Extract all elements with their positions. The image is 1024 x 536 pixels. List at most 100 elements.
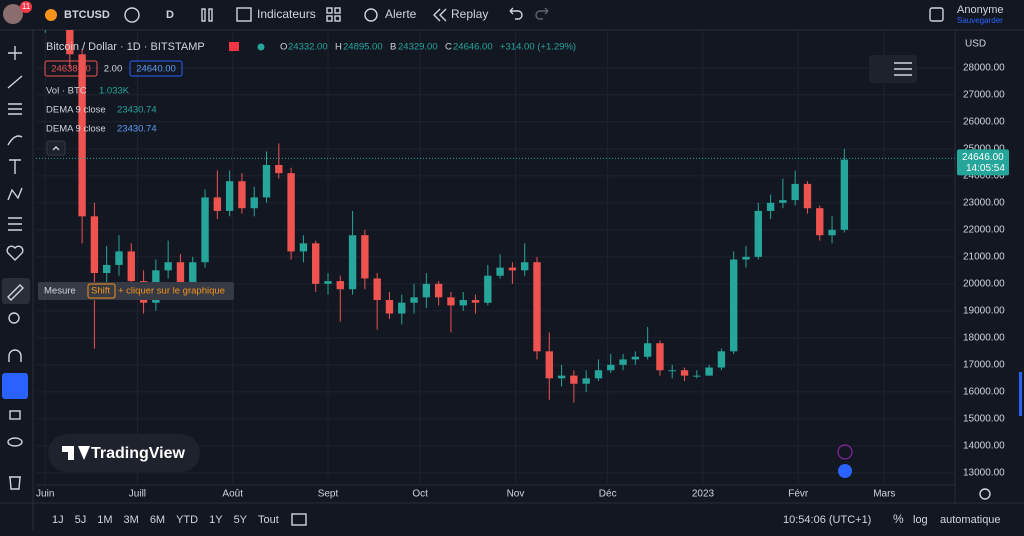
y-tick-label: 16000.00 bbox=[963, 386, 1005, 397]
range-button[interactable]: 3M bbox=[124, 514, 139, 526]
candle-body bbox=[103, 264, 111, 274]
y-tick-label: 23000.00 bbox=[963, 197, 1005, 208]
candle-body bbox=[717, 351, 726, 368]
percent-toggle[interactable]: % bbox=[893, 512, 904, 526]
candle-body bbox=[434, 283, 443, 298]
chevron[interactable] bbox=[52, 146, 60, 151]
candle-body bbox=[189, 262, 197, 287]
avatar[interactable] bbox=[3, 4, 23, 24]
measure-tool[interactable] bbox=[7, 284, 24, 301]
bid-price[interactable]: 24638.00 bbox=[51, 64, 91, 75]
magnet-tool[interactable] bbox=[8, 349, 22, 362]
candle-body bbox=[422, 283, 431, 298]
tv-logo[interactable] bbox=[62, 446, 90, 460]
interval[interactable]: D bbox=[166, 9, 174, 21]
ask-box[interactable] bbox=[129, 60, 183, 77]
y-tick-label: 18000.00 bbox=[963, 332, 1005, 343]
range-button[interactable]: 1Y bbox=[209, 514, 223, 526]
date-range[interactable] bbox=[291, 513, 307, 526]
menu-icon[interactable] bbox=[894, 62, 912, 76]
last-price: 24646.00 bbox=[962, 152, 1004, 163]
indicators-button[interactable]: Indicateurs bbox=[257, 7, 316, 21]
auto-toggle[interactable]: automatique bbox=[940, 514, 1001, 526]
range-button[interactable]: 5J bbox=[75, 514, 87, 526]
pattern-tool[interactable] bbox=[7, 187, 23, 201]
ask-price[interactable]: 24640.00 bbox=[136, 64, 176, 75]
x-tick-label: Août bbox=[222, 489, 243, 500]
indicator-icon[interactable] bbox=[236, 7, 252, 22]
collapse-button[interactable] bbox=[46, 140, 66, 156]
range-button[interactable]: 1J bbox=[52, 514, 64, 526]
candle-body bbox=[447, 297, 455, 306]
range-button[interactable]: 6M bbox=[150, 514, 165, 526]
candle-body bbox=[78, 54, 86, 217]
candle-body bbox=[225, 181, 234, 211]
dema-value: 23430.74 bbox=[117, 105, 157, 116]
last-price-box bbox=[957, 149, 1009, 176]
candle-body bbox=[680, 370, 689, 376]
draw-mode[interactable] bbox=[2, 373, 28, 399]
alert-button[interactable]: Alerte bbox=[385, 7, 417, 21]
scroll-indicator bbox=[1019, 372, 1022, 416]
candle-body bbox=[557, 375, 566, 379]
candle-body bbox=[164, 262, 172, 271]
object-tree[interactable] bbox=[869, 55, 917, 83]
range-button[interactable]: 1M bbox=[97, 514, 112, 526]
vol-value: 1.033K bbox=[99, 86, 130, 97]
watermark[interactable]: TradingView bbox=[91, 445, 186, 462]
log-toggle[interactable]: log bbox=[913, 514, 928, 526]
candle-icon[interactable] bbox=[201, 8, 206, 22]
layout-icon[interactable] bbox=[334, 7, 341, 14]
layout-icon[interactable] bbox=[326, 7, 333, 14]
layout-icon[interactable] bbox=[326, 15, 333, 22]
replay-button[interactable]: Replay bbox=[451, 7, 488, 21]
symbol[interactable]: BTCUSD bbox=[64, 9, 110, 21]
close-value: 24646.00 bbox=[453, 42, 493, 53]
fib-tool[interactable] bbox=[8, 103, 22, 115]
trend-tool[interactable] bbox=[7, 75, 23, 89]
candle-body bbox=[730, 259, 738, 352]
range-button[interactable]: YTD bbox=[176, 514, 198, 526]
hide-tool[interactable] bbox=[7, 437, 23, 447]
candle-body bbox=[299, 243, 308, 252]
redo[interactable] bbox=[535, 7, 549, 20]
crosshair-tool[interactable] bbox=[8, 46, 22, 60]
user-name[interactable]: Anonyme bbox=[957, 4, 1003, 16]
alert-icon[interactable] bbox=[364, 8, 378, 22]
watermark-box[interactable] bbox=[48, 434, 200, 472]
y-tick-label: 25000.00 bbox=[963, 143, 1005, 154]
candle-body bbox=[705, 367, 713, 376]
forecast-tool[interactable] bbox=[8, 217, 22, 231]
status-dot bbox=[257, 43, 265, 51]
bid-box[interactable] bbox=[44, 60, 98, 77]
brush-tool[interactable] bbox=[7, 135, 23, 146]
range-button[interactable]: 5Y bbox=[234, 514, 248, 526]
settings[interactable] bbox=[979, 488, 991, 500]
undo[interactable] bbox=[509, 7, 523, 20]
add-icon[interactable] bbox=[124, 7, 140, 23]
zoom-tool[interactable] bbox=[8, 312, 20, 324]
fullscreen[interactable] bbox=[929, 7, 944, 22]
icons-tool[interactable] bbox=[6, 245, 24, 261]
measure-active[interactable] bbox=[2, 278, 30, 304]
delete-tool[interactable] bbox=[9, 476, 21, 490]
range-button[interactable]: Tout bbox=[258, 514, 279, 526]
replay-icon[interactable] bbox=[433, 8, 447, 22]
layout-icon[interactable] bbox=[334, 15, 341, 22]
lock-tool[interactable] bbox=[9, 410, 21, 420]
y-tick-label: 22000.00 bbox=[963, 224, 1005, 235]
plot-area bbox=[36, 30, 955, 485]
x-tick-label: 2023 bbox=[692, 489, 715, 500]
event-icon[interactable] bbox=[837, 444, 853, 460]
flag-icon[interactable] bbox=[838, 464, 852, 478]
candle-icon[interactable] bbox=[208, 8, 213, 22]
candle-body bbox=[373, 278, 381, 301]
currency[interactable]: USD bbox=[965, 39, 986, 50]
save-label[interactable]: Sauvegarder bbox=[957, 16, 1003, 25]
y-tick-label: 24000.00 bbox=[963, 170, 1005, 181]
candle-body bbox=[459, 300, 467, 306]
candle-body bbox=[754, 210, 762, 257]
change-value: +314.00 (+1.29%) bbox=[500, 42, 576, 53]
text-tool[interactable] bbox=[9, 159, 21, 174]
y-tick-label: 20000.00 bbox=[963, 278, 1005, 289]
